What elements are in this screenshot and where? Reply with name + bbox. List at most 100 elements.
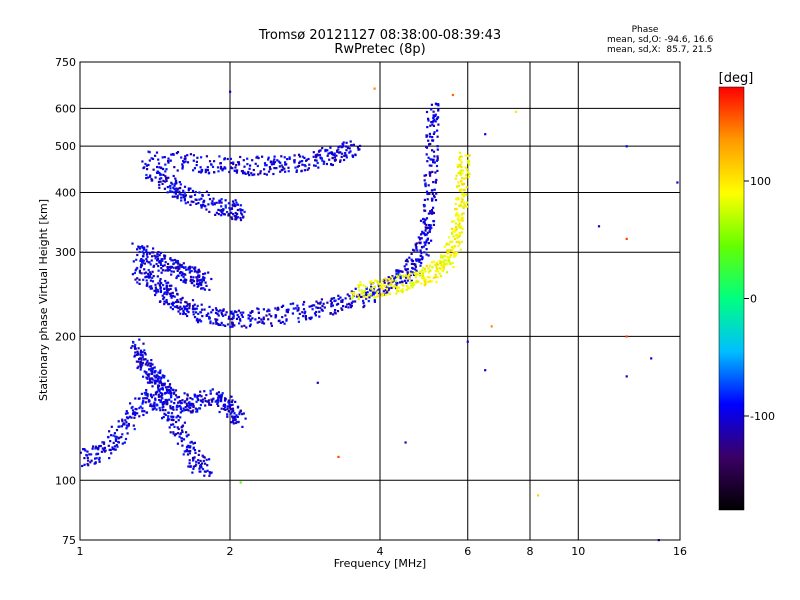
scatter-point — [188, 302, 191, 306]
scatter-point — [176, 305, 179, 308]
scatter-point — [359, 281, 362, 284]
scatter-point — [179, 301, 182, 304]
scatter-point — [159, 409, 162, 412]
scatter-point — [139, 405, 142, 408]
scatter-point — [231, 167, 234, 170]
scatter-point — [431, 120, 434, 124]
scatter-point — [189, 465, 192, 468]
scatter-point — [176, 260, 179, 263]
scatter-point — [423, 269, 426, 272]
scatter-point — [142, 278, 145, 281]
scatter-point — [425, 253, 428, 256]
scatter-point — [169, 306, 172, 309]
scatter-point — [181, 271, 184, 274]
scatter-point — [299, 160, 302, 163]
scatter-point — [467, 175, 470, 179]
scatter-point — [239, 204, 242, 207]
scatter-point — [165, 168, 168, 171]
scatter-point — [455, 226, 458, 229]
scatter-point — [170, 259, 173, 262]
scatter-point — [338, 151, 341, 154]
scatter-point — [466, 201, 469, 204]
scatter-point — [198, 270, 201, 273]
scatter-point — [134, 347, 137, 350]
scatter-point — [123, 441, 126, 444]
scatter-point — [186, 435, 189, 438]
scatter-point — [157, 393, 160, 396]
scatter-point — [98, 456, 101, 459]
scatter-point — [436, 157, 439, 160]
scatter-point — [171, 259, 174, 262]
scatter-point — [131, 345, 134, 348]
x-tick-label: 10 — [571, 545, 585, 558]
scatter-point — [235, 414, 238, 417]
scatter-point — [430, 280, 433, 283]
scatter-point — [432, 158, 435, 161]
scatter-point — [110, 434, 113, 437]
scatter-point — [228, 402, 231, 405]
scatter-point — [172, 408, 175, 411]
scatter-point — [436, 276, 439, 279]
scatter-point — [188, 267, 191, 270]
scatter-point — [219, 167, 222, 170]
scatter-point — [430, 239, 433, 242]
x-tick-label: 8 — [527, 545, 534, 558]
scatter-point — [420, 237, 423, 240]
scatter-point — [217, 394, 220, 397]
scatter-point — [446, 263, 449, 266]
scatter-point — [156, 259, 159, 262]
scatter-point — [427, 117, 430, 120]
scatter-point — [436, 263, 439, 266]
scatter-point — [388, 292, 391, 295]
scatter-point — [160, 173, 163, 176]
scatter-point — [201, 398, 205, 401]
scatter-point — [158, 406, 161, 410]
scatter-point — [158, 166, 161, 169]
scatter-point — [438, 272, 441, 275]
scatter-point — [454, 230, 457, 233]
scatter-point — [136, 366, 139, 370]
scatter-point — [354, 153, 357, 156]
scatter-point — [432, 150, 436, 153]
scatter-point — [200, 197, 203, 200]
scatter-point — [380, 286, 383, 289]
scatter-point — [138, 357, 142, 360]
scatter-point — [163, 375, 166, 378]
scatter-point — [143, 391, 146, 395]
scatter-point — [281, 316, 284, 319]
scatter-point — [455, 174, 458, 177]
scatter-point — [373, 300, 376, 303]
scatter-point — [460, 219, 463, 222]
scatter-point — [149, 404, 152, 407]
scatter-point — [217, 391, 220, 394]
scatter-point — [423, 198, 426, 201]
scatter-point — [138, 407, 141, 410]
scatter-point — [138, 397, 141, 400]
scatter-point — [146, 364, 149, 367]
scatter-point — [199, 470, 202, 473]
scatter-point — [112, 434, 115, 437]
scatter-point — [197, 279, 200, 282]
scatter-point — [222, 213, 226, 216]
scatter-point — [146, 394, 149, 397]
scatter-point — [424, 270, 427, 273]
scatter-point — [210, 202, 213, 205]
scatter-point — [207, 312, 210, 315]
scatter-point — [142, 399, 145, 403]
scatter-point — [91, 447, 94, 450]
scatter-point — [227, 214, 230, 217]
scatter-point — [209, 472, 212, 475]
scatter-point — [395, 269, 398, 272]
scatter-point — [234, 166, 237, 169]
scatter-point — [145, 411, 148, 414]
scatter-point — [243, 165, 246, 168]
scatter-point — [236, 203, 239, 206]
scatter-point — [352, 293, 355, 296]
scatter-point — [157, 290, 160, 293]
scatter-point — [230, 216, 233, 219]
scatter-point — [294, 166, 297, 169]
scatter-point — [404, 441, 407, 444]
scatter-point — [172, 186, 175, 189]
scatter-point — [232, 202, 236, 205]
scatter-point — [115, 435, 118, 439]
